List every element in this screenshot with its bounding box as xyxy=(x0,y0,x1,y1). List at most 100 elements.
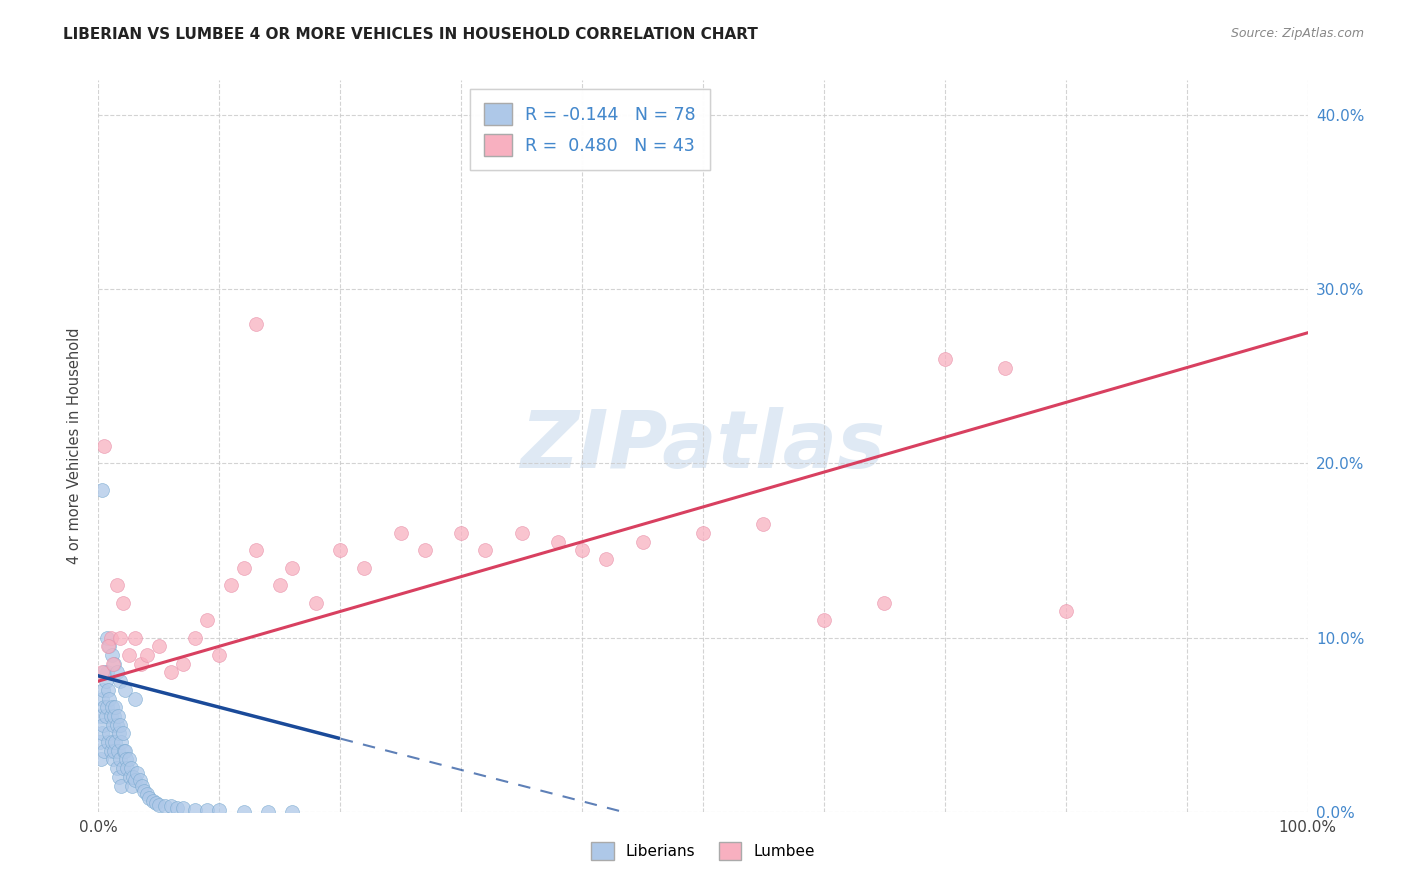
Point xyxy=(269,578,291,592)
Point xyxy=(138,790,160,805)
Point xyxy=(103,709,125,723)
Point xyxy=(107,709,129,723)
Point xyxy=(873,596,896,610)
Point xyxy=(108,770,131,784)
Point xyxy=(108,631,131,645)
Point xyxy=(100,709,122,723)
Point xyxy=(232,561,254,575)
Point xyxy=(104,735,127,749)
Point xyxy=(128,773,150,788)
Point xyxy=(100,648,122,662)
Point xyxy=(111,596,134,610)
Point xyxy=(108,752,131,766)
Point xyxy=(166,801,188,815)
Point xyxy=(353,561,375,575)
Point xyxy=(93,665,115,680)
Point xyxy=(89,735,111,749)
Point xyxy=(474,543,496,558)
Point xyxy=(124,773,146,788)
Point xyxy=(160,799,183,814)
Point xyxy=(101,752,124,766)
Point xyxy=(90,752,112,766)
Point xyxy=(103,744,125,758)
Point xyxy=(105,665,128,680)
Legend: R = -0.144   N = 78, R =  0.480   N = 43: R = -0.144 N = 78, R = 0.480 N = 43 xyxy=(470,89,710,170)
Point xyxy=(131,779,153,793)
Point xyxy=(256,805,278,819)
Point xyxy=(160,665,183,680)
Point xyxy=(281,561,304,575)
Point xyxy=(129,657,152,671)
Point xyxy=(124,691,146,706)
Point xyxy=(110,779,132,793)
Point xyxy=(91,483,114,497)
Point xyxy=(195,803,218,817)
Point xyxy=(93,744,115,758)
Point xyxy=(221,578,243,592)
Point xyxy=(305,596,328,610)
Point xyxy=(108,717,131,731)
Point xyxy=(245,317,267,331)
Point xyxy=(245,543,267,558)
Point xyxy=(135,787,157,801)
Text: Source: ZipAtlas.com: Source: ZipAtlas.com xyxy=(1230,27,1364,40)
Point xyxy=(111,761,134,775)
Point xyxy=(510,526,533,541)
Point xyxy=(91,726,114,740)
Y-axis label: 4 or more Vehicles in Household: 4 or more Vehicles in Household xyxy=(66,327,82,565)
Point xyxy=(692,526,714,541)
Point xyxy=(110,735,132,749)
Point xyxy=(107,744,129,758)
Point xyxy=(145,796,167,810)
Point xyxy=(98,640,121,654)
Point xyxy=(90,709,112,723)
Point xyxy=(195,613,218,627)
Point xyxy=(93,439,115,453)
Point xyxy=(124,631,146,645)
Point xyxy=(91,665,114,680)
Point xyxy=(105,761,128,775)
Point xyxy=(105,578,128,592)
Point xyxy=(112,744,135,758)
Point xyxy=(118,648,141,662)
Point xyxy=(91,682,114,697)
Point xyxy=(148,797,170,812)
Point xyxy=(97,682,120,697)
Point xyxy=(118,770,141,784)
Point xyxy=(134,784,156,798)
Point xyxy=(934,351,956,366)
Point xyxy=(172,801,194,815)
Point xyxy=(413,543,436,558)
Point xyxy=(96,700,118,714)
Point xyxy=(571,543,593,558)
Point xyxy=(184,803,207,817)
Point xyxy=(103,657,125,671)
Point xyxy=(96,631,118,645)
Point xyxy=(153,799,176,814)
Point xyxy=(100,631,122,645)
Point xyxy=(94,709,117,723)
Point xyxy=(148,640,170,654)
Point xyxy=(184,631,207,645)
Point xyxy=(105,717,128,731)
Point xyxy=(104,700,127,714)
Text: LIBERIAN VS LUMBEE 4 OR MORE VEHICLES IN HOUSEHOLD CORRELATION CHART: LIBERIAN VS LUMBEE 4 OR MORE VEHICLES IN… xyxy=(63,27,758,42)
Point xyxy=(135,648,157,662)
Point xyxy=(93,700,115,714)
Point xyxy=(101,717,124,731)
Point xyxy=(208,803,231,817)
Point xyxy=(389,526,412,541)
Point xyxy=(121,779,143,793)
Point xyxy=(108,674,131,689)
Point xyxy=(142,794,165,808)
Point xyxy=(97,640,120,654)
Point xyxy=(114,682,136,697)
Point xyxy=(91,691,114,706)
Point xyxy=(122,770,145,784)
Point xyxy=(94,674,117,689)
Point xyxy=(98,691,121,706)
Text: ZIPatlas: ZIPatlas xyxy=(520,407,886,485)
Point xyxy=(450,526,472,541)
Point xyxy=(120,761,142,775)
Point xyxy=(97,735,120,749)
